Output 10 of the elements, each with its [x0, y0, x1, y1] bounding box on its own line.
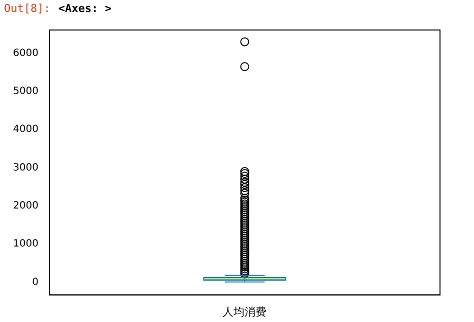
text: <Axes: > [58, 2, 112, 15]
y-tick-label: 2000 [12, 200, 38, 212]
y-tick-label: 3000 [12, 162, 38, 174]
text: Out[8]: [4, 2, 50, 15]
y-tick-label: 1000 [12, 238, 38, 250]
x-tick-label: 人均消费 [222, 305, 267, 318]
y-tick-label: 6000 [12, 48, 38, 59]
y-tick-label: 4000 [12, 124, 38, 136]
y-tick-label: 5000 [12, 86, 38, 98]
y-tick-label: 0 [32, 276, 38, 288]
